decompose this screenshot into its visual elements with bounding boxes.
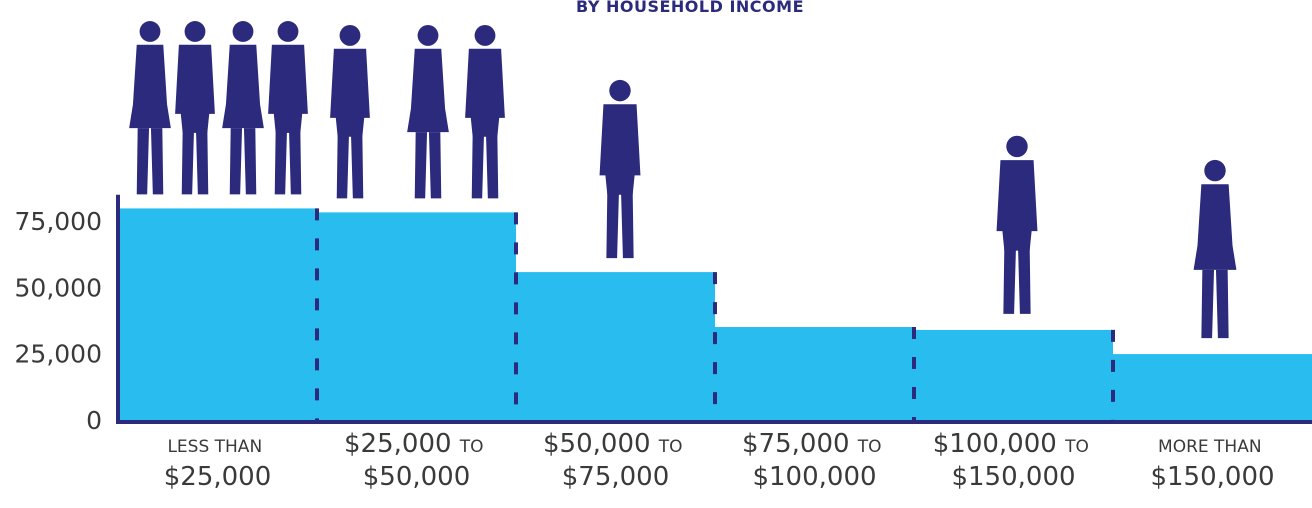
label-word: $25,000 (164, 462, 272, 492)
chart-title: BY HOUSEHOLD INCOME (576, 0, 804, 16)
label-word: THAN (214, 437, 268, 457)
person-silhouette (222, 21, 264, 194)
person-silhouette (997, 136, 1038, 314)
person-legs (137, 128, 164, 194)
person-head (185, 21, 206, 42)
person-legs (415, 132, 442, 198)
person-silhouette (1194, 160, 1237, 338)
y-tick-label: 75,000 (15, 207, 102, 236)
x-tick-label: $75,000 TO $100,000 (742, 429, 887, 492)
person-head (233, 21, 254, 42)
person-body (997, 160, 1038, 251)
person-body (465, 49, 505, 137)
y-tick-label: 0 (86, 406, 102, 435)
person-body (600, 104, 641, 195)
label-word: LESS (167, 437, 214, 457)
person-body (129, 45, 171, 128)
label-word: TO (857, 437, 887, 457)
label-word: $150,000 (951, 462, 1075, 492)
person-head (278, 21, 299, 42)
person-silhouette (465, 25, 505, 198)
person-silhouette (600, 80, 641, 258)
person-head (340, 25, 361, 46)
person-silhouette (268, 21, 308, 194)
person-legs (606, 190, 633, 258)
person-legs (337, 132, 364, 198)
label-word: THAN (1213, 437, 1267, 457)
person-body (407, 49, 449, 132)
y-tick-label: 50,000 (15, 273, 102, 302)
person-legs (1201, 270, 1228, 338)
label-word: $150,000 (1150, 462, 1274, 492)
x-tick-label: $25,000 TO $50,000 (344, 429, 489, 492)
person-body (268, 45, 308, 133)
x-tick-label: $100,000 TO $150,000 (933, 429, 1095, 492)
person-body (175, 45, 215, 133)
person-head (609, 80, 630, 101)
bar (317, 212, 516, 422)
chart: BY HOUSEHOLD INCOME 0 25,000 50,000 75,000 L… (0, 0, 1312, 508)
person-legs (472, 132, 499, 198)
person-legs (275, 128, 302, 194)
x-tick-label: LESS THAN $25,000 (164, 437, 272, 492)
x-tick-label: MORE THAN $150,000 (1150, 437, 1274, 492)
label-word: $50,000 (363, 462, 471, 492)
person-head (140, 21, 161, 42)
person-head (418, 25, 439, 46)
label-word: $100,000 (752, 462, 876, 492)
label-word: $50,000 (543, 429, 659, 459)
bar (516, 272, 715, 422)
person-silhouette (175, 21, 215, 194)
bar (914, 330, 1113, 422)
label-word: TO (459, 437, 489, 457)
label-word: TO (1064, 437, 1094, 457)
person-silhouette (407, 25, 449, 198)
person-legs (230, 128, 257, 194)
y-tick-label: 25,000 (15, 340, 102, 369)
bar (715, 327, 914, 422)
x-tick-label: $50,000 TO $75,000 (543, 429, 688, 492)
person-body (222, 45, 264, 128)
label-word: $25,000 (344, 429, 460, 459)
person-silhouette (330, 25, 370, 198)
label-word: $75,000 (742, 429, 858, 459)
person-body (1194, 184, 1237, 270)
person-head (475, 25, 496, 46)
label-word: $100,000 (933, 429, 1065, 459)
bar (1113, 354, 1312, 422)
label-word: $75,000 (562, 462, 670, 492)
label-word: MORE (1158, 437, 1214, 457)
person-legs (1003, 246, 1030, 314)
person-silhouette (129, 21, 171, 194)
person-head (1006, 136, 1027, 157)
person-head (1204, 160, 1225, 181)
person-body (330, 49, 370, 137)
bar (118, 208, 317, 422)
person-legs (182, 128, 209, 194)
label-word: TO (658, 437, 688, 457)
